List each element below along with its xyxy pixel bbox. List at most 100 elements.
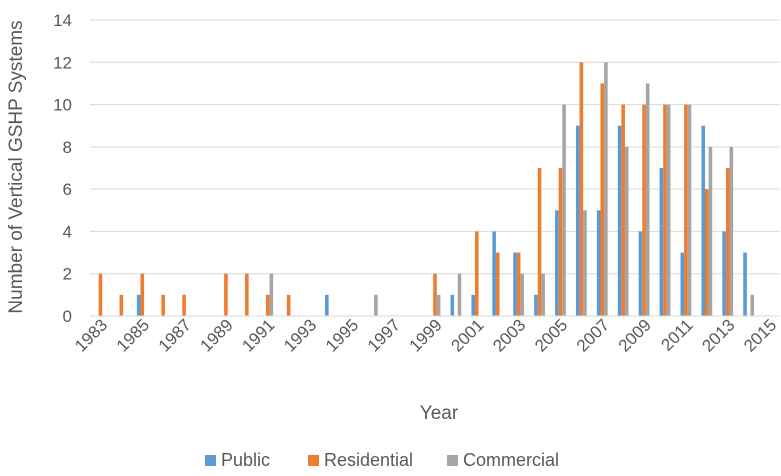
bar-residential-1984 [119, 294, 124, 316]
bar-residential-2004 [537, 168, 542, 316]
bar-residential-2007 [600, 83, 605, 317]
bar-residential-2005 [558, 168, 563, 316]
x-tick-label-1983: 1983 [71, 315, 111, 355]
x-tick-label-1985: 1985 [113, 315, 153, 355]
series-public [136, 125, 747, 317]
legend-item-residential: Residential [308, 450, 413, 470]
legend-item-public: Public [205, 450, 270, 470]
bar-public-2005 [555, 210, 559, 316]
bar-public-2008 [617, 125, 622, 317]
bar-commercial-2000 [457, 273, 462, 316]
bar-residential-1992 [286, 294, 291, 316]
legend: Public Residential Commercial [205, 450, 559, 470]
bar-residential-1990 [245, 273, 249, 316]
bar-public-2013 [722, 231, 726, 316]
bar-commercial-2010 [666, 104, 671, 316]
bar-residential-1985 [140, 273, 145, 316]
legend-swatch-residential [308, 455, 319, 466]
x-tick-label-2007: 2007 [573, 315, 613, 355]
bar-residential-1989 [224, 273, 228, 316]
x-tick-label-1993: 1993 [280, 315, 320, 355]
x-tick-label-1999: 1999 [406, 315, 446, 355]
legend-label-commercial: Commercial [463, 450, 559, 470]
x-tick-labels: 1983 1985 1987 1989 1991 1993 1995 1997 1999 2001… [71, 315, 780, 355]
y-tick-label-14: 14 [53, 11, 72, 30]
legend-swatch-commercial [447, 455, 458, 466]
y-tick-labels: 0 2 4 6 8 10 12 14 [53, 11, 72, 326]
x-tick-label-2009: 2009 [615, 315, 655, 355]
bar-commercial-1991 [269, 273, 274, 316]
x-tick-label-2013: 2013 [698, 315, 738, 355]
bar-public-2003 [513, 252, 517, 316]
x-tick-label-1997: 1997 [364, 315, 404, 355]
bar-residential-1983 [98, 273, 103, 316]
bar-commercial-2012 [708, 146, 713, 316]
x-tick-label-2003: 2003 [489, 315, 529, 355]
bar-residential-2009 [642, 104, 646, 316]
x-tick-label-2011: 2011 [657, 315, 696, 354]
x-tick-label-2005: 2005 [531, 315, 571, 355]
y-tick-label-2: 2 [63, 265, 72, 284]
bar-commercial-1996 [374, 294, 378, 316]
bar-residential-2006 [579, 62, 584, 316]
bar-public-2007 [596, 210, 601, 316]
x-tick-label-1989: 1989 [197, 315, 237, 355]
bar-residential-2010 [663, 104, 667, 316]
bar-commercial-2013 [729, 146, 734, 316]
x-axis-label: Year [420, 403, 459, 424]
y-tick-label-6: 6 [63, 180, 72, 199]
y-tick-label-8: 8 [63, 138, 72, 157]
y-tick-label-10: 10 [53, 96, 72, 115]
bar-residential-1987 [182, 294, 186, 316]
bar-residential-2002 [495, 252, 500, 316]
bar-commercial-1999 [436, 294, 441, 316]
legend-item-commercial: Commercial [447, 450, 559, 470]
bar-residential-2001 [475, 231, 479, 316]
bar-commercial-2008 [624, 146, 629, 316]
bar-residential-1986 [161, 294, 165, 316]
bar-residential-2012 [705, 189, 709, 316]
gridlines [90, 19, 780, 275]
series-residential [98, 62, 730, 317]
legend-swatch-public [205, 455, 216, 466]
bar-commercial-2003 [520, 273, 525, 316]
bar-residential-2011 [684, 104, 688, 316]
bars [98, 62, 755, 317]
bar-commercial-2011 [687, 104, 692, 316]
x-tick-label-2001: 2001 [447, 315, 487, 355]
bar-public-2009 [638, 231, 643, 316]
legend-label-residential: Residential [324, 450, 413, 470]
bar-public-2010 [659, 168, 664, 316]
bar-commercial-2006 [583, 210, 587, 316]
bar-public-1985 [136, 294, 141, 316]
bar-residential-2003 [516, 252, 521, 316]
bar-public-2000 [450, 294, 455, 316]
bar-commercial-2005 [562, 104, 566, 316]
series-commercial [269, 62, 755, 317]
bar-residential-1991 [265, 294, 270, 316]
bar-public-2012 [701, 125, 706, 317]
y-tick-label-0: 0 [63, 307, 72, 326]
bar-commercial-2014 [750, 294, 755, 316]
bar-residential-2008 [621, 104, 625, 316]
x-tick-label-2015: 2015 [740, 315, 780, 355]
bar-public-2001 [471, 294, 476, 316]
bar-public-1994 [325, 294, 329, 316]
bar-public-2006 [575, 125, 580, 317]
bar-public-2004 [534, 294, 538, 316]
x-tick-label-1991: 1991 [238, 315, 278, 355]
y-axis-label: Number of Vertical GSHP Systems [6, 20, 27, 313]
y-tick-label-12: 12 [53, 53, 72, 72]
x-tick-label-1995: 1995 [322, 315, 362, 355]
legend-label-public: Public [221, 450, 270, 470]
bar-public-2002 [492, 231, 496, 316]
bar-commercial-2004 [541, 273, 545, 316]
bar-public-2011 [680, 252, 685, 316]
bar-residential-1999 [433, 273, 437, 316]
x-tick-label-1987: 1987 [155, 315, 195, 355]
bar-commercial-2007 [604, 62, 608, 316]
bar-residential-2013 [725, 168, 730, 316]
bar-commercial-2009 [645, 83, 650, 317]
